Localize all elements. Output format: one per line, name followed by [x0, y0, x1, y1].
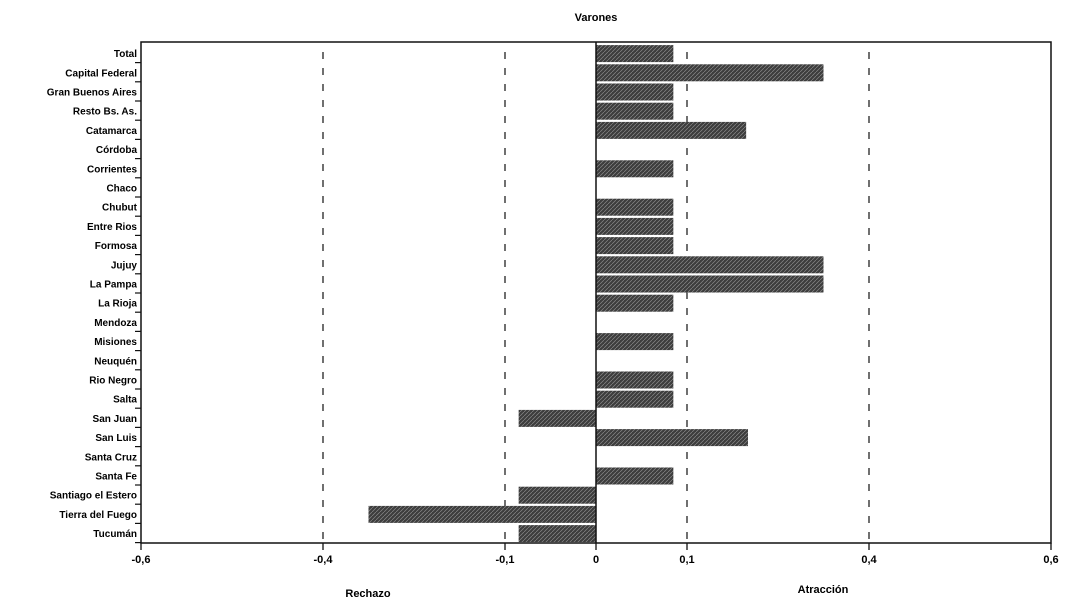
- bar-3: [596, 102, 674, 120]
- bar-8: [596, 198, 674, 216]
- category-label-17: Rio Negro: [89, 376, 137, 387]
- category-label-21: Santa Cruz: [85, 452, 137, 463]
- bar-9: [596, 217, 674, 235]
- category-label-24: Tierra del Fuego: [59, 510, 137, 521]
- x-tick-label-5: 0,4: [861, 554, 877, 566]
- category-label-6: Corrientes: [87, 164, 137, 175]
- category-label-15: Misiones: [94, 337, 137, 348]
- bar-17: [596, 371, 674, 389]
- category-label-10: Formosa: [95, 241, 138, 252]
- category-label-11: Jujuy: [111, 260, 138, 271]
- bar-22: [596, 467, 674, 485]
- category-label-14: Mendoza: [94, 318, 137, 329]
- category-label-20: San Luis: [95, 433, 137, 444]
- bar-11: [596, 256, 824, 274]
- category-label-18: Salta: [113, 395, 137, 406]
- xlabel-rechazo: Rechazo: [345, 588, 391, 600]
- category-label-22: Santa Fe: [95, 472, 137, 483]
- bar-19: [518, 409, 596, 427]
- bar-20: [596, 429, 748, 447]
- category-label-1: Capital Federal: [65, 68, 137, 79]
- bar-25: [518, 525, 596, 543]
- category-labels: Total Capital Federal Gran Buenos Aires Res…: [47, 49, 141, 544]
- x-tick-labels: -0,6 -0,4 -0,1 0 0,1 0,4 0,6: [132, 554, 1059, 566]
- x-tick-label-3: 0: [593, 554, 599, 566]
- chart-title: Varones: [575, 12, 618, 24]
- category-label-8: Chubut: [102, 203, 138, 214]
- category-label-19: San Juan: [93, 414, 137, 425]
- category-label-25: Tucumán: [93, 529, 137, 540]
- xlabel-atraccion: Atracción: [798, 584, 849, 596]
- x-tick-label-1: -0,4: [314, 554, 334, 566]
- bar-12: [596, 275, 824, 293]
- category-label-23: Santiago el Estero: [50, 491, 137, 502]
- category-label-2: Gran Buenos Aires: [47, 88, 138, 99]
- bar-18: [596, 390, 674, 408]
- bars: [368, 45, 824, 543]
- category-label-4: Catamarca: [86, 126, 138, 137]
- bar-2: [596, 83, 674, 101]
- category-label-7: Chaco: [106, 184, 137, 195]
- category-label-9: Entre Rios: [87, 222, 137, 233]
- bar-24: [368, 505, 596, 523]
- x-tick-label-6: 0,6: [1043, 554, 1058, 566]
- category-label-3: Resto Bs. As.: [73, 107, 137, 118]
- category-label-5: Córdoba: [96, 145, 138, 156]
- category-label-12: La Pampa: [90, 280, 138, 291]
- bar-6: [596, 160, 674, 178]
- x-ticks: [140, 543, 1052, 550]
- bar-15: [596, 333, 674, 351]
- bar-1: [596, 64, 824, 82]
- bar-0: [596, 45, 674, 63]
- x-tick-label-4: 0,1: [679, 554, 694, 566]
- bar-23: [518, 486, 596, 504]
- category-label-16: Neuquén: [94, 356, 137, 367]
- bar-10: [596, 237, 674, 255]
- category-label-13: La Rioja: [98, 299, 137, 310]
- category-label-0: Total: [114, 49, 137, 60]
- bar-4: [596, 121, 747, 139]
- bar-13: [596, 294, 674, 312]
- x-tick-label-0: -0,6: [132, 554, 151, 566]
- x-tick-label-2: -0,1: [496, 554, 515, 566]
